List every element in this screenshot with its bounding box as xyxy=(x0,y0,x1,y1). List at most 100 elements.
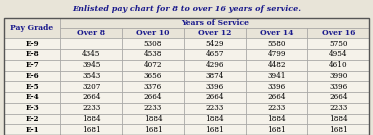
Text: E-6: E-6 xyxy=(25,72,39,80)
Text: 4296: 4296 xyxy=(206,61,224,69)
Bar xyxy=(184,92,246,103)
Bar xyxy=(122,60,184,71)
Bar xyxy=(307,103,369,114)
Text: 2664: 2664 xyxy=(144,93,162,101)
Bar xyxy=(4,18,369,135)
Bar xyxy=(122,38,184,49)
Bar xyxy=(4,92,60,103)
Bar xyxy=(184,81,246,92)
Bar xyxy=(307,114,369,124)
Bar xyxy=(122,49,184,60)
Text: 1884: 1884 xyxy=(144,115,162,123)
Bar xyxy=(307,60,369,71)
Bar xyxy=(60,28,122,38)
Bar xyxy=(184,49,246,60)
Text: 4657: 4657 xyxy=(206,50,224,58)
Bar xyxy=(184,71,246,81)
Text: 3396: 3396 xyxy=(329,83,348,91)
Bar xyxy=(60,38,122,49)
Bar xyxy=(4,114,60,124)
Text: 1681: 1681 xyxy=(206,126,224,134)
Text: 2233: 2233 xyxy=(206,104,224,112)
Text: 1884: 1884 xyxy=(329,115,348,123)
Text: Over 16: Over 16 xyxy=(322,29,355,37)
Bar xyxy=(60,71,122,81)
Text: E-2: E-2 xyxy=(25,115,39,123)
Bar xyxy=(122,92,184,103)
Text: 2233: 2233 xyxy=(329,104,348,112)
Text: 4538: 4538 xyxy=(144,50,162,58)
Bar xyxy=(246,60,307,71)
Bar xyxy=(122,81,184,92)
Text: 2664: 2664 xyxy=(206,93,224,101)
Bar xyxy=(184,124,246,135)
Text: Over 8: Over 8 xyxy=(77,29,105,37)
Text: 3656: 3656 xyxy=(144,72,162,80)
Bar xyxy=(4,18,60,38)
Bar xyxy=(307,71,369,81)
Bar xyxy=(60,92,122,103)
Bar xyxy=(246,28,307,38)
Text: 3207: 3207 xyxy=(82,83,100,91)
Text: 1681: 1681 xyxy=(267,126,286,134)
Text: E-7: E-7 xyxy=(25,61,39,69)
Bar xyxy=(122,28,184,38)
Text: 4954: 4954 xyxy=(329,50,348,58)
Bar xyxy=(60,49,122,60)
Bar xyxy=(246,103,307,114)
Bar xyxy=(307,28,369,38)
Text: 2664: 2664 xyxy=(82,93,101,101)
Text: 1884: 1884 xyxy=(206,115,224,123)
Text: 4072: 4072 xyxy=(144,61,162,69)
Bar xyxy=(307,81,369,92)
Bar xyxy=(246,81,307,92)
Text: 1884: 1884 xyxy=(267,115,286,123)
Text: 2664: 2664 xyxy=(329,93,348,101)
Bar xyxy=(4,49,60,60)
Bar xyxy=(4,81,60,92)
Text: 3543: 3543 xyxy=(82,72,100,80)
Bar xyxy=(246,71,307,81)
Bar xyxy=(184,103,246,114)
Text: Years of Service: Years of Service xyxy=(181,19,249,27)
Text: 5580: 5580 xyxy=(267,40,286,48)
Text: 3990: 3990 xyxy=(329,72,348,80)
Text: Pay Grade: Pay Grade xyxy=(10,24,54,32)
Bar xyxy=(307,38,369,49)
Bar xyxy=(60,103,122,114)
Text: 3874: 3874 xyxy=(206,72,224,80)
Bar xyxy=(122,124,184,135)
Text: 5429: 5429 xyxy=(206,40,224,48)
Bar xyxy=(4,124,60,135)
Bar xyxy=(4,103,60,114)
Text: 4482: 4482 xyxy=(267,61,286,69)
Bar xyxy=(122,103,184,114)
Bar xyxy=(60,18,369,28)
Text: 2233: 2233 xyxy=(144,104,162,112)
Bar xyxy=(246,114,307,124)
Text: 1884: 1884 xyxy=(82,115,101,123)
Bar xyxy=(4,60,60,71)
Text: 2233: 2233 xyxy=(267,104,286,112)
Bar xyxy=(184,114,246,124)
Text: 3396: 3396 xyxy=(206,83,224,91)
Text: 4799: 4799 xyxy=(267,50,286,58)
Text: E-3: E-3 xyxy=(25,104,39,112)
Bar xyxy=(307,124,369,135)
Bar xyxy=(60,114,122,124)
Bar xyxy=(246,49,307,60)
Bar xyxy=(184,60,246,71)
Text: 2233: 2233 xyxy=(82,104,100,112)
Text: 1681: 1681 xyxy=(329,126,348,134)
Text: 5750: 5750 xyxy=(329,40,348,48)
Text: Over 10: Over 10 xyxy=(136,29,170,37)
Text: 1681: 1681 xyxy=(82,126,101,134)
Text: 3396: 3396 xyxy=(267,83,286,91)
Text: Enlisted pay chart for 8 to over 16 years of service.: Enlisted pay chart for 8 to over 16 year… xyxy=(72,5,301,13)
Bar xyxy=(184,38,246,49)
Text: 3376: 3376 xyxy=(144,83,162,91)
Text: 5308: 5308 xyxy=(144,40,162,48)
Text: E-8: E-8 xyxy=(25,50,39,58)
Bar xyxy=(60,81,122,92)
Bar xyxy=(246,124,307,135)
